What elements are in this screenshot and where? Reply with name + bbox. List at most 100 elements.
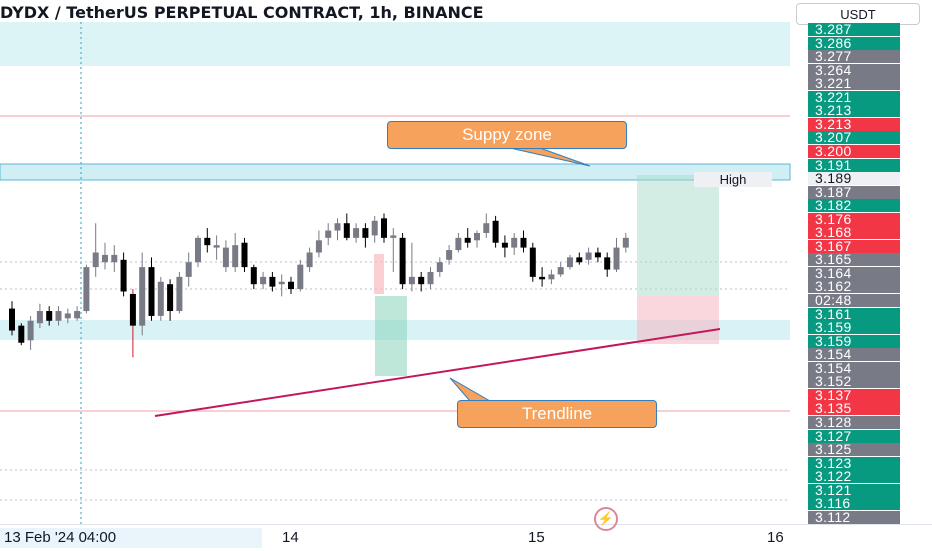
supply-callout-pointer [509, 147, 591, 167]
candle-body [288, 281, 294, 290]
candle-body [343, 223, 350, 238]
candle-body [185, 262, 192, 277]
candle-body [297, 264, 304, 290]
candle-body [576, 257, 583, 263]
sell-highlight [374, 254, 384, 294]
candle-body [390, 235, 397, 238]
candle-body [353, 228, 360, 238]
price-scale-label: 3.164 [808, 266, 900, 280]
candle-body [334, 223, 341, 231]
candle-body [250, 267, 257, 285]
price-scale-label: 02:48 [808, 293, 900, 307]
candle-body [362, 228, 369, 238]
candle-body [567, 257, 573, 268]
price-scale-label: 3.128 [808, 415, 900, 429]
price-scale-label: 3.207 [808, 130, 900, 145]
candle-body [55, 311, 62, 321]
candle-body [418, 276, 425, 285]
time-tick-15: 15 [528, 529, 545, 546]
candle-body [176, 276, 183, 312]
buy-highlight [375, 296, 407, 376]
candle-body [139, 267, 146, 326]
price-scale-label: 3.286 [808, 36, 900, 50]
price-scale-label: 3.167 [808, 239, 900, 253]
currency-button[interactable]: USDT [796, 3, 920, 25]
high-label: High [694, 172, 772, 187]
price-scale-label: 3.121 [808, 483, 900, 497]
candle-body [371, 220, 378, 236]
candle-body [474, 232, 480, 241]
candle-body [204, 237, 211, 246]
supply-zone-callout[interactable]: Suppy zone [387, 121, 627, 149]
candle-body [585, 252, 592, 260]
candle-body [260, 276, 267, 285]
candle-body [594, 252, 601, 258]
price-scale-label: 3.213 [808, 103, 900, 118]
price-scale-label: 3.287 [808, 22, 900, 36]
price-scale-label: 3.112 [808, 510, 900, 524]
candle-body [548, 274, 555, 280]
supply-zone [0, 163, 791, 181]
position-stop-zone [637, 296, 719, 344]
candle-body [92, 252, 99, 268]
price-scale-label: 3.168 [808, 225, 900, 240]
candle-body [74, 311, 81, 319]
price-scale-label: 3.127 [808, 429, 900, 443]
time-cursor-label: 13 Feb '24 04:00 [0, 528, 262, 548]
candle-body [278, 281, 285, 285]
candle-body [483, 223, 490, 233]
price-scale-label: 3.176 [808, 212, 900, 226]
price-scale-label: 3.165 [808, 252, 900, 267]
price-scale-label: 3.159 [808, 334, 900, 348]
chart-title: DYDX / TetherUS PERPETUAL CONTRACT, 1h, … [0, 3, 484, 22]
trendline-callout[interactable]: Trendline [457, 400, 657, 428]
price-scale-label: 3.277 [808, 49, 900, 64]
position-target-zone [637, 175, 719, 296]
price-scale-label: 3.221 [808, 76, 900, 91]
time-axis[interactable] [0, 524, 932, 551]
candle-body [27, 320, 34, 341]
price-scale-label: 3.122 [808, 469, 900, 484]
candle-body [613, 247, 620, 270]
candle-body [492, 220, 499, 243]
price-scale-label: 3.137 [808, 388, 900, 402]
candle-body [539, 276, 546, 280]
candle-body [511, 237, 518, 248]
candle-body [232, 245, 239, 268]
candle-body [120, 259, 127, 292]
candle-body [167, 284, 174, 312]
zones-layer [0, 22, 791, 340]
candle-body [18, 325, 25, 343]
price-scale-label: 3.221 [808, 90, 900, 104]
candle-body [408, 276, 415, 285]
candle-body [557, 267, 564, 275]
candle-body [446, 250, 453, 260]
candle-body [36, 311, 43, 324]
candle-body [520, 237, 527, 248]
candle-body [436, 262, 443, 272]
price-scale-label: 3.135 [808, 401, 900, 416]
drawings-layer [154, 147, 721, 417]
candle-body [529, 247, 536, 277]
candle-body [222, 247, 229, 268]
candle-body [64, 313, 71, 319]
candle-body [427, 272, 434, 285]
candle-body [325, 230, 332, 238]
price-scale-label: 3.154 [808, 361, 900, 375]
horizontal-levels [0, 22, 790, 524]
candle-body [501, 242, 508, 248]
price-scale-label: 3.161 [808, 307, 900, 321]
candle-body [455, 237, 462, 251]
candle-body [464, 237, 471, 243]
price-scale-label: 3.213 [808, 117, 900, 131]
candle-body [46, 311, 53, 321]
candle-body [399, 237, 406, 285]
price-scale-label: 3.116 [808, 496, 900, 511]
candle-body [102, 254, 108, 263]
candle-body [269, 276, 276, 287]
candle-body [381, 218, 387, 238]
lightning-icon[interactable]: ⚡ [594, 507, 618, 531]
time-tick-14: 14 [282, 529, 299, 546]
price-scale-label: 3.200 [808, 144, 900, 158]
